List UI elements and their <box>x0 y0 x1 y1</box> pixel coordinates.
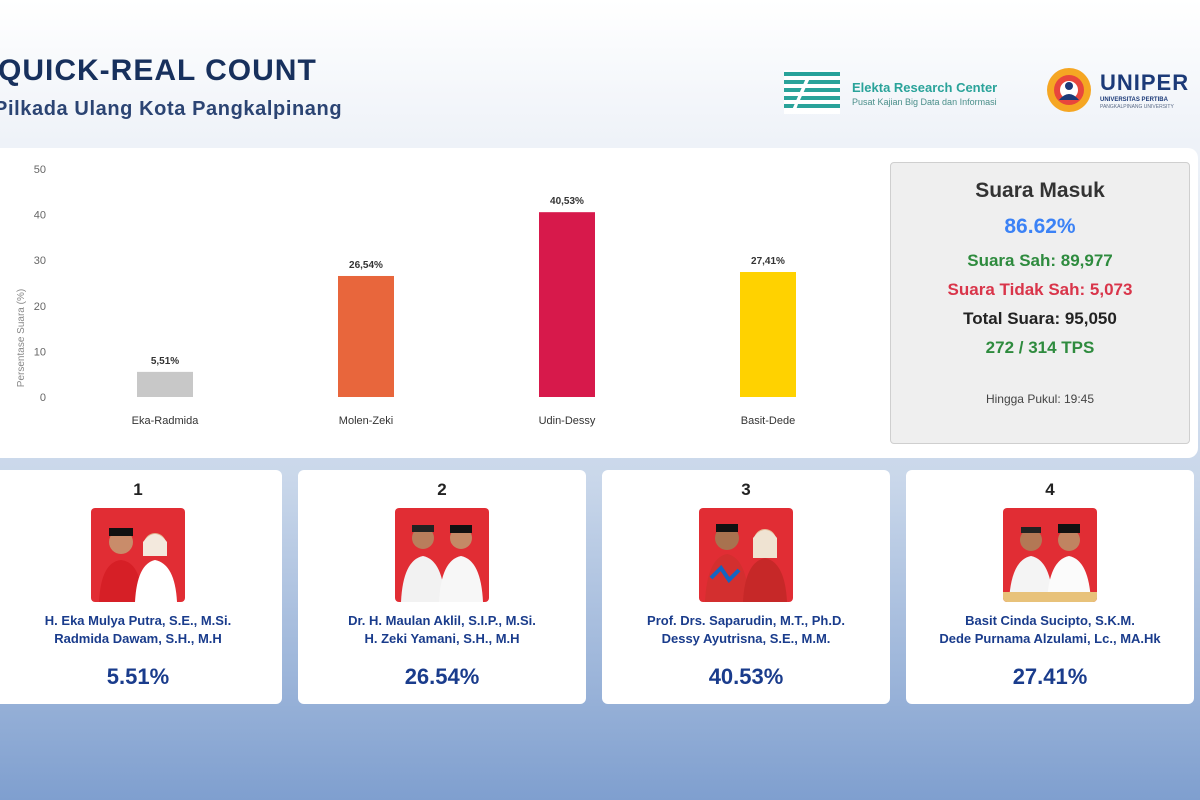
candidate-name-2: H. Zeki Yamani, S.H., M.H <box>364 631 520 646</box>
x-category-label: Basit-Dede <box>741 415 795 427</box>
candidate-card-1: 1 H. Eka Mulya Putra, S.E., M.Si. Radmid… <box>0 470 282 704</box>
page-title: QUICK-REAL COUNT <box>0 54 317 87</box>
bar-data-label: 5,51% <box>151 356 179 367</box>
candidate-percent: 27.41% <box>1012 664 1088 689</box>
candidate-pair-photo <box>395 508 489 602</box>
candidate-names: Dr. H. Maulan Aklil, S.I.P., M.Si. H. Ze… <box>298 612 586 648</box>
header: QUICK-REAL COUNT Pilkada Ulang Kota Pang… <box>0 0 1200 140</box>
x-category-label: Eka-Radmida <box>132 415 200 427</box>
candidate-names: Prof. Drs. Saparudin, M.T., Ph.D. Dessy … <box>602 612 890 648</box>
candidate-card-4: 4 Basit Cinda Sucipto, S.K.M. Dede Purna… <box>906 470 1194 704</box>
stats-valid-votes: Suara Sah: 89,977 <box>967 251 1113 270</box>
bar-data-label: 26,54% <box>349 260 383 271</box>
candidate-name-1: Basit Cinda Sucipto, S.K.M. <box>965 613 1135 628</box>
y-tick-label: 20 <box>34 301 46 313</box>
candidate-pair-photo <box>91 508 185 602</box>
uniper-logo-icon <box>1047 68 1091 112</box>
candidate-name-1: Prof. Drs. Saparudin, M.T., Ph.D. <box>647 613 845 628</box>
votes-in-panel: Suara Masuk 86.62% Suara Sah: 89,977 Sua… <box>890 162 1190 444</box>
stats-time: Hingga Pukul: 19:45 <box>985 392 1095 406</box>
candidate-pair-photo <box>1003 508 1097 602</box>
candidate-number: 4 <box>1045 480 1055 499</box>
y-tick-label: 40 <box>34 210 46 222</box>
candidate-names: Basit Cinda Sucipto, S.K.M. Dede Purnama… <box>906 612 1194 648</box>
candidate-number: 2 <box>437 480 447 499</box>
bar-molen-zeki <box>338 275 394 397</box>
candidate-pair-photo <box>699 508 793 602</box>
x-category-label: Molen-Zeki <box>339 415 393 427</box>
candidate-name-2: Dede Purnama Alzulami, Lc., MA.Hk <box>939 631 1161 646</box>
page-subtitle: Pilkada Ulang Kota Pangkalpinang <box>0 98 343 120</box>
partner2-sub2: PANGKALPINANG UNIVERSITY <box>1100 104 1174 110</box>
partner2-sub: UNIVERSITAS PERTIBA <box>1100 97 1168 103</box>
y-tick-label: 30 <box>34 255 46 267</box>
y-tick-label: 0 <box>40 392 46 404</box>
partner1-text: Elekta Research Center Pusat Kajian Big … <box>852 80 997 107</box>
partner1-tagline: Pusat Kajian Big Data dan Informasi <box>852 97 997 107</box>
candidate-name-1: H. Eka Mulya Putra, S.E., M.Si. <box>44 613 232 628</box>
partner2-name: UNIPER <box>1100 70 1190 95</box>
elekta-logo-icon <box>784 70 840 114</box>
candidate-percent: 26.54% <box>404 664 480 689</box>
bar-basit-dede <box>740 272 796 397</box>
candidate-number: 1 <box>133 480 143 499</box>
partner1-name: Elekta Research Center <box>852 80 998 95</box>
vote-percentage-chart: Persentase Suara (%) 0 10 20 30 40 50 5,51% 26… <box>16 164 796 427</box>
stats-percent: 86.62% <box>1004 215 1076 238</box>
candidate-card-2: 2 Dr. H. Maulan Aklil, S.I.P., M.Si. H. … <box>298 470 586 704</box>
candidate-name-2: Radmida Dawam, S.H., M.H <box>54 631 222 646</box>
bar-udin-dessy <box>539 212 595 397</box>
bar-data-label: 40,53% <box>550 196 584 207</box>
stats-invalid-votes: Suara Tidak Sah: 5,073 <box>947 280 1133 299</box>
candidate-percent: 40.53% <box>708 664 784 689</box>
y-tick-label: 10 <box>34 346 46 358</box>
candidate-name-1: Dr. H. Maulan Aklil, S.I.P., M.Si. <box>348 613 536 628</box>
x-category-label: Udin-Dessy <box>539 415 596 427</box>
partner2-text: UNIPER UNIVERSITAS PERTIBA PANGKALPINANG… <box>1100 70 1189 110</box>
y-tick-label: 50 <box>34 164 46 176</box>
stats-tps: 272 / 314 TPS <box>985 338 1095 357</box>
bar-data-label: 27,41% <box>751 256 785 267</box>
stats-title: Suara Masuk <box>975 179 1105 202</box>
candidate-card-3: 3 Prof. Drs. Saparudin, M.T., Ph.D. Dess… <box>602 470 890 704</box>
y-axis-label: Persentase Suara (%) <box>16 289 27 387</box>
stats-total-votes: Total Suara: 95,050 <box>963 309 1117 328</box>
candidate-number: 3 <box>741 480 751 499</box>
bar-eka-radmida <box>137 371 193 397</box>
candidate-names: H. Eka Mulya Putra, S.E., M.Si. Radmida … <box>0 612 282 648</box>
candidate-percent: 5.51% <box>106 664 170 689</box>
candidate-name-2: Dessy Ayutrisna, S.E., M.M. <box>661 631 831 646</box>
